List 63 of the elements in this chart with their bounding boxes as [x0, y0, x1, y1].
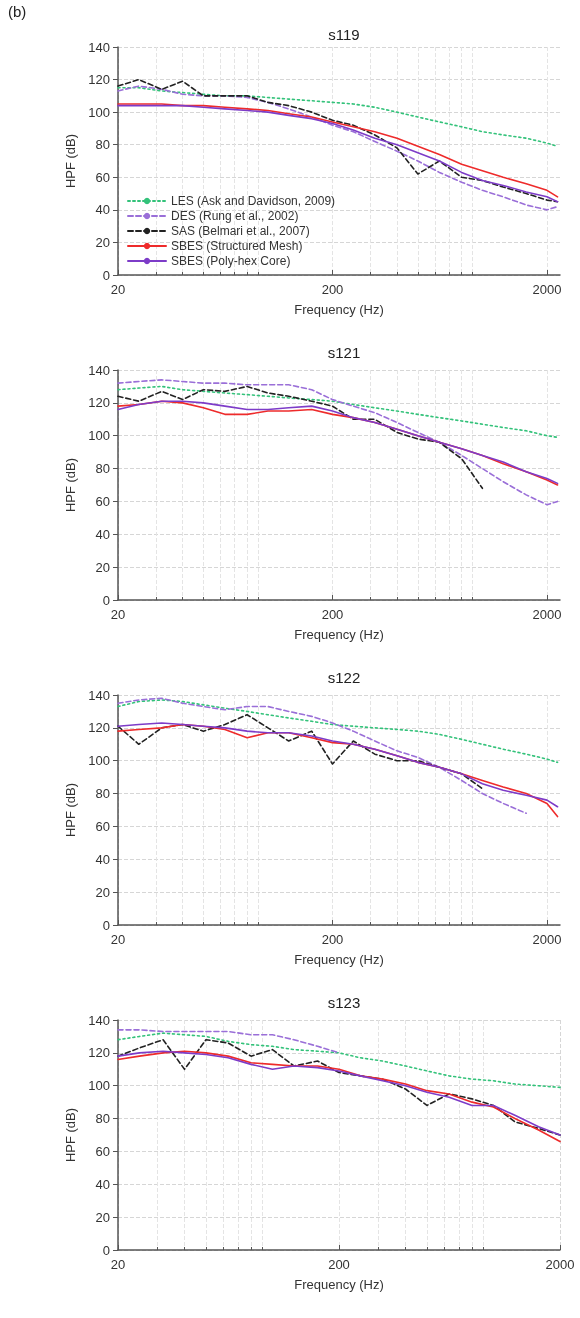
- line-series: [117, 1029, 340, 1054]
- chart-title: s121: [327, 344, 361, 361]
- y-tick-label: 120: [88, 720, 110, 736]
- legend-label: LES (Ask and Davidson, 2009): [171, 194, 336, 208]
- x-tick-label: 2000: [545, 1257, 575, 1272]
- y-tick-label: 60: [95, 493, 110, 509]
- y-tick-label: 0: [102, 1242, 110, 1258]
- x-axis-title: Frequency (Hz): [294, 952, 384, 967]
- y-tick-label: 40: [95, 1176, 110, 1192]
- y-tick-label: 0: [102, 592, 110, 608]
- line-series: [117, 1032, 561, 1089]
- y-tick-label: 0: [102, 267, 110, 283]
- chart-title: s122: [327, 669, 361, 686]
- y-tick-label: 140: [88, 362, 110, 378]
- y-tick-label: 80: [95, 461, 110, 477]
- x-tick-label: 2000: [532, 607, 562, 622]
- y-tick-label: 100: [88, 428, 110, 444]
- y-axis-title: HPF (dB): [63, 1107, 79, 1163]
- x-tick-label: 200: [321, 607, 344, 622]
- chart-title: s119: [328, 26, 360, 43]
- x-tick-label: 200: [321, 932, 344, 947]
- legend-label: SAS (Belmari et al., 2007): [171, 224, 310, 238]
- y-axis-title: HPF (dB): [63, 782, 79, 838]
- y-tick-label: 120: [88, 1045, 110, 1061]
- y-tick-label: 20: [95, 559, 110, 575]
- y-axis-title: HPF (dB): [63, 133, 79, 189]
- y-tick-label: 100: [88, 104, 110, 120]
- y-tick-label: 140: [88, 1012, 110, 1028]
- line-series: [117, 697, 527, 815]
- y-tick-label: 140: [88, 39, 110, 55]
- y-tick-label: 140: [88, 687, 110, 703]
- y-tick-label: 40: [95, 851, 110, 867]
- y-tick-label: 120: [88, 395, 110, 411]
- line-series: [117, 713, 484, 790]
- legend-label: SBES (Structured Mesh): [171, 239, 303, 253]
- y-tick-label: 40: [95, 526, 110, 542]
- y-tick-label: 20: [95, 1209, 110, 1225]
- y-tick-label: 120: [88, 72, 110, 88]
- y-tick-label: 100: [88, 1078, 110, 1094]
- legend-label: SBES (Poly-hex Core): [171, 254, 291, 268]
- x-axis-title: Frequency (Hz): [294, 627, 384, 642]
- y-tick-label: 60: [95, 818, 110, 834]
- text: (b): [8, 3, 27, 20]
- y-tick-label: 60: [95, 1143, 110, 1159]
- y-tick-label: 80: [95, 786, 110, 802]
- x-tick-label: 200: [321, 282, 344, 297]
- y-tick-label: 40: [95, 202, 110, 218]
- y-tick-label: 80: [95, 1111, 110, 1127]
- x-axis-title: Frequency (Hz): [294, 1277, 384, 1292]
- y-tick-label: 20: [95, 234, 110, 250]
- y-tick-label: 80: [95, 137, 110, 153]
- x-axis-title: Frequency (Hz): [294, 302, 384, 317]
- y-tick-label: 100: [88, 753, 110, 769]
- y-tick-label: 20: [95, 884, 110, 900]
- y-tick-label: 0: [102, 917, 110, 933]
- x-tick-label: 2000: [532, 932, 562, 947]
- x-tick-label: 2000: [532, 282, 562, 297]
- y-tick-label: 60: [95, 169, 110, 185]
- legend-label: DES (Rung et al., 2002): [171, 209, 299, 223]
- y-axis-title: HPF (dB): [63, 457, 79, 513]
- x-tick-label: 200: [328, 1257, 350, 1272]
- line-series: [117, 385, 484, 490]
- chart-title: s123: [327, 994, 361, 1011]
